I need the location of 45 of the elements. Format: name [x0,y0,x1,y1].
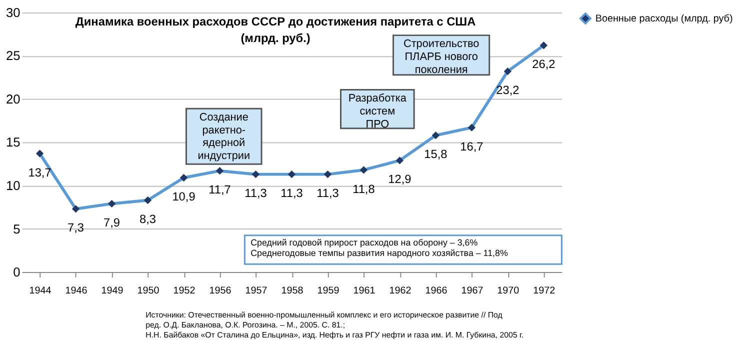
x-tick-label: 1967 [461,285,484,296]
x-tick-label: 1952 [173,285,196,296]
legend-label: Военные расходы (млрд. руб) [595,13,733,24]
y-tick-label: 5 [13,221,20,236]
data-label: 15,8 [424,147,448,162]
data-label: 11,3 [280,186,304,200]
x-tick-label: 1958 [281,285,304,296]
data-label: 26,2 [532,57,556,72]
text: (млрд. руб.) [240,31,310,46]
annotation: Средний годовой прирост расходов на оборону – 3,6% Среднегодовые темпы развития народного хозяйства – 11,8% [250,237,508,258]
x-tick-label: 1972 [533,285,556,296]
annotation: Создание ракетно- ядерной индустрии [198,112,250,162]
x-tick-label: 1957 [245,285,268,296]
data-label: 12,9 [388,172,412,186]
x-tick-label: 1962 [389,285,412,296]
y-tick-label: 0 [13,264,20,280]
chart-title: Динамика военных расходов СССР до достижения паритета с США [75,14,476,28]
x-tick-label: 1950 [137,285,160,296]
text: Источники: Отечественный военно-промышленный комплекс и его историческое развитие // Под ред. О.Д. Бакланова, О.К. Рогозина. – М., 2005. С. 81.; Н.Н. Байбаков «От Сталина до Ельцина», изд. Нефть и газ РГУ нефти и газа им. И. М. Губкина, 2005 г. [146,310,524,340]
data-label: 11,7 [208,182,231,197]
x-tick-label: 1949 [101,285,124,296]
data-label: 16,7 [460,139,484,154]
y-tick-label: 10 [6,178,20,194]
x-tick-label: 1966 [425,285,448,296]
annotation: Разработка систем ПРО [348,92,408,130]
annotation: Строительство ПЛАРБ нового поколения [403,38,480,76]
data-label: 11,3 [244,186,268,200]
x-tick-label: 1956 [209,285,232,296]
data-label: 11,8 [352,182,376,196]
data-label: 11,3 [316,186,340,200]
data-label: 13,7 [28,165,52,180]
y-tick-label: 30 [6,4,20,20]
data-label: 7,9 [104,216,120,230]
x-tick-label: 1946 [65,285,88,296]
y-tick-label: 25 [6,48,20,64]
x-tick-label: 1961 [353,285,376,296]
data-label: 8,3 [140,212,156,226]
x-tick-label: 1959 [317,285,340,296]
y-tick-label: 15 [6,134,20,150]
data-label: 7,3 [68,220,84,235]
data-label: 10,9 [172,190,196,204]
x-tick-label: 1970 [497,285,520,296]
y-tick-label: 20 [6,91,20,106]
x-tick-label: 1944 [29,285,52,296]
data-label: 23,2 [496,83,520,98]
